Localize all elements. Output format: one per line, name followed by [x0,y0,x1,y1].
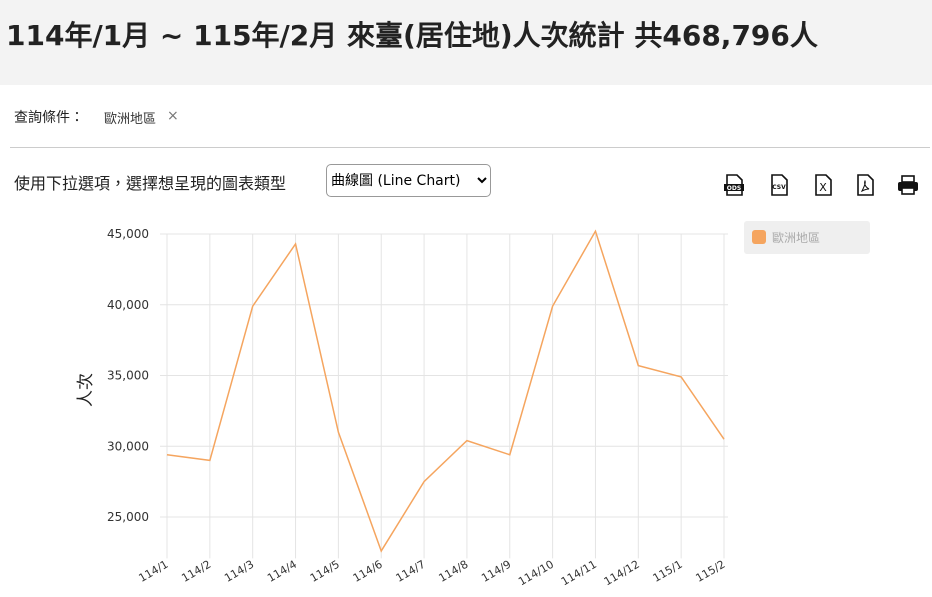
icon-shape [860,179,870,193]
icon-shape [724,184,744,191]
x-tick-label: 114/12 [602,558,642,589]
x-tick-label: 115/1 [651,558,685,585]
filter-chip: 歐洲地區 [104,112,157,127]
header-bar: 114年/1月 ~ 115年/2月 來臺(居住地)人次統計 共468,796人 [0,0,932,85]
y-tick-label: 35,000 [107,369,149,383]
remove-filter-button[interactable]: × [167,108,179,124]
x-tick-label: 114/8 [436,558,470,585]
export-xls-icon[interactable]: X [813,174,833,196]
legend-swatch [752,230,766,244]
x-tick-label: 114/7 [394,558,428,585]
filter-label: 查詢條件： [14,110,84,126]
x-tick-label: 114/11 [559,558,599,589]
icon-shape [815,174,832,196]
x-tick-label: 114/1 [137,558,171,585]
icon-shape [771,174,788,196]
export-ods-icon[interactable]: ODS [724,174,744,196]
icon-text: X [819,181,827,194]
legend-label: 歐洲地區 [772,230,820,245]
legend-box [744,221,870,254]
y-tick-label: 30,000 [107,439,149,453]
x-tick-label: 114/4 [265,558,299,585]
icon-text: ODS [727,185,741,192]
export-pdf-icon[interactable] [855,174,875,196]
chart-type-select[interactable]: 曲線圖 (Line Chart) [326,164,491,197]
x-tick-label: 114/9 [479,558,513,585]
chart-type-label: 使用下拉選項，選擇想呈現的圖表類型 [14,174,287,193]
y-tick-label: 40,000 [107,298,149,312]
icon-shape [901,175,915,183]
x-tick-label: 114/6 [351,558,385,585]
x-tick-label: 115/2 [694,558,728,585]
divider [10,147,930,148]
icon-text: CSV [772,184,786,191]
chart: 25,000 30,000 35,000 40,000 45,000 人次 114/1 114… [76,221,870,589]
x-tick-label: 114/10 [516,558,556,589]
x-tick-label: 114/2 [179,558,213,585]
y-axis-title: 人次 [76,373,96,407]
data-line [166,229,725,553]
x-tick-label: 114/5 [308,558,342,585]
x-tick-label: 114/3 [222,558,256,585]
y-tick-label: 25,000 [107,510,149,524]
export-csv-icon[interactable]: CSV [769,174,789,196]
y-tick-label: 45,000 [107,227,149,241]
print-icon[interactable] [897,174,919,196]
icon-shape [901,187,915,195]
page-title: 114年/1月 ~ 115年/2月 來臺(居住地)人次統計 共468,796人 [6,19,818,52]
